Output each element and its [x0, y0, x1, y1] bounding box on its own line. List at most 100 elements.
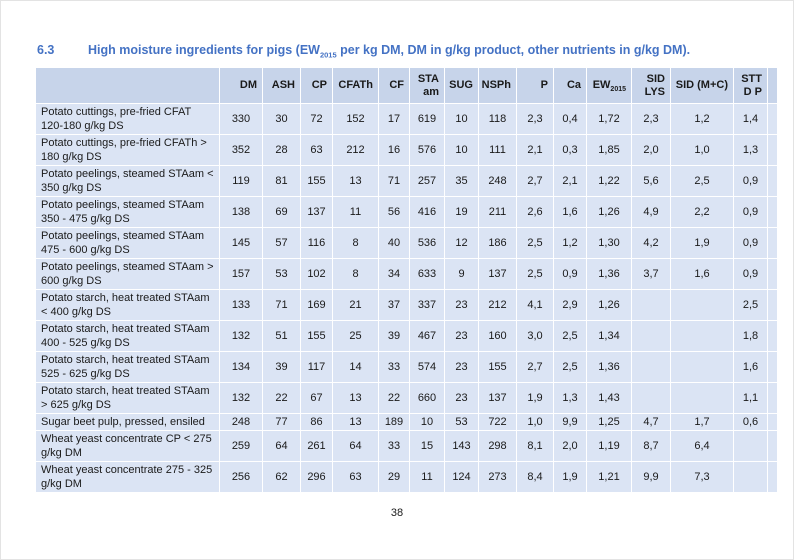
value-cell-sug: 124	[444, 461, 479, 493]
value-cell-sta-am: 257	[409, 165, 445, 197]
filler-cell	[767, 258, 778, 290]
value-cell-ash: 28	[262, 134, 301, 166]
value-cell-nsph: 137	[478, 258, 517, 290]
value-cell-nsph: 137	[478, 382, 517, 414]
table-row: Wheat yeast concentrate CP < 275 g/kg DM…	[35, 430, 778, 462]
value-cell-sid-lys: 4,9	[631, 196, 671, 228]
value-cell-ash: 51	[262, 320, 301, 352]
value-cell-ash: 53	[262, 258, 301, 290]
value-cell-sid-mc: 6,4	[670, 430, 734, 462]
value-cell-cf: 40	[378, 227, 410, 259]
value-cell-sid-lys: 5,6	[631, 165, 671, 197]
value-cell-sta-am: 660	[409, 382, 445, 414]
column-header-sttd-p: STT D P	[733, 67, 768, 104]
value-cell-ca: 2,5	[553, 351, 587, 383]
filler-cell	[767, 134, 778, 166]
value-cell-sid-lys: 8,7	[631, 430, 671, 462]
ingredient-name: Potato cuttings, pre-fried CFATh > 180 g…	[35, 134, 220, 166]
value-cell-p: 4,1	[516, 289, 554, 321]
value-cell-ca: 1,2	[553, 227, 587, 259]
filler-cell	[767, 103, 778, 135]
value-cell-cfath: 21	[332, 289, 379, 321]
value-cell-sttd-p: 0,9	[733, 165, 768, 197]
value-cell-cfath: 212	[332, 134, 379, 166]
value-cell-cp: 116	[300, 227, 333, 259]
value-cell-sta-am: 416	[409, 196, 445, 228]
filler-cell	[767, 227, 778, 259]
section-number: 6.3	[37, 43, 55, 57]
ingredient-name: Potato starch, heat treated STAam 400 - …	[35, 320, 220, 352]
value-cell-p: 1,0	[516, 413, 554, 431]
value-cell-ew2015: 1,26	[586, 196, 632, 228]
value-cell-cf: 34	[378, 258, 410, 290]
value-cell-sug: 10	[444, 103, 479, 135]
value-cell-sttd-p: 1,1	[733, 382, 768, 414]
value-cell-cf: 22	[378, 382, 410, 414]
ingredient-name: Potato starch, heat treated STAam < 400 …	[35, 289, 220, 321]
table-header-row: DM ASH CP CFATh CF STA am SUG NSPh P Ca EW2015 SID LY…	[35, 67, 778, 104]
value-cell-dm: 134	[219, 351, 263, 383]
value-cell-ash: 64	[262, 430, 301, 462]
value-cell-sttd-p: 2,5	[733, 289, 768, 321]
value-cell-ew2015: 1,36	[586, 258, 632, 290]
value-cell-ew2015: 1,72	[586, 103, 632, 135]
value-cell-ca: 1,6	[553, 196, 587, 228]
value-cell-sttd-p: 1,8	[733, 320, 768, 352]
value-cell-sid-lys: 2,3	[631, 103, 671, 135]
value-cell-cp: 169	[300, 289, 333, 321]
value-cell-ca: 2,5	[553, 320, 587, 352]
value-cell-sug: 53	[444, 413, 479, 431]
value-cell-dm: 256	[219, 461, 263, 493]
value-cell-cp: 137	[300, 196, 333, 228]
ingredient-name: Potato peelings, steamed STAam 350 - 475…	[35, 196, 220, 228]
value-cell-p: 8,4	[516, 461, 554, 493]
header-subscript: 2015	[610, 86, 626, 94]
value-cell-nsph: 211	[478, 196, 517, 228]
ingredient-name: Potato peelings, steamed STAam < 350 g/k…	[35, 165, 220, 197]
value-cell-nsph: 212	[478, 289, 517, 321]
value-cell-sttd-p	[733, 430, 768, 462]
value-cell-cp: 117	[300, 351, 333, 383]
ingredient-name: Wheat yeast concentrate CP < 275 g/kg DM	[35, 430, 220, 462]
value-cell-p: 2,7	[516, 351, 554, 383]
value-cell-sug: 12	[444, 227, 479, 259]
value-cell-nsph: 155	[478, 351, 517, 383]
value-cell-cf: 71	[378, 165, 410, 197]
value-cell-ew2015: 1,43	[586, 382, 632, 414]
value-cell-cf: 33	[378, 351, 410, 383]
value-cell-dm: 259	[219, 430, 263, 462]
value-cell-cp: 261	[300, 430, 333, 462]
value-cell-ash: 22	[262, 382, 301, 414]
value-cell-ew2015: 1,19	[586, 430, 632, 462]
value-cell-nsph: 160	[478, 320, 517, 352]
value-cell-dm: 352	[219, 134, 263, 166]
nutrient-table: DM ASH CP CFATh CF STA am SUG NSPh P Ca EW2015 SID LY…	[35, 67, 778, 493]
value-cell-ash: 39	[262, 351, 301, 383]
column-header-sid-lys: SID LYS	[631, 67, 671, 104]
value-cell-ew2015: 1,36	[586, 351, 632, 383]
column-header-sid-mc: SID (M+C)	[670, 67, 734, 104]
ingredient-name: Potato starch, heat treated STAam > 625 …	[35, 382, 220, 414]
value-cell-ca: 1,9	[553, 461, 587, 493]
section-heading: 6.3 High moisture ingredients for pigs (…	[37, 43, 772, 59]
value-cell-sid-mc: 1,2	[670, 103, 734, 135]
value-cell-cp: 102	[300, 258, 333, 290]
value-cell-sug: 35	[444, 165, 479, 197]
value-cell-nsph: 118	[478, 103, 517, 135]
value-cell-ash: 30	[262, 103, 301, 135]
value-cell-ew2015: 1,85	[586, 134, 632, 166]
value-cell-sid-mc: 1,7	[670, 413, 734, 431]
value-cell-cfath: 8	[332, 258, 379, 290]
table-row: Potato peelings, steamed STAam < 350 g/k…	[35, 165, 778, 197]
filler-cell	[767, 289, 778, 321]
value-cell-cf: 189	[378, 413, 410, 431]
value-cell-sta-am: 15	[409, 430, 445, 462]
value-cell-cf: 17	[378, 103, 410, 135]
value-cell-sttd-p: 1,3	[733, 134, 768, 166]
column-header-sug: SUG	[444, 67, 479, 104]
column-header-cf: CF	[378, 67, 410, 104]
value-cell-sid-lys: 3,7	[631, 258, 671, 290]
value-cell-cp: 155	[300, 320, 333, 352]
value-cell-cp: 72	[300, 103, 333, 135]
value-cell-sta-am: 576	[409, 134, 445, 166]
